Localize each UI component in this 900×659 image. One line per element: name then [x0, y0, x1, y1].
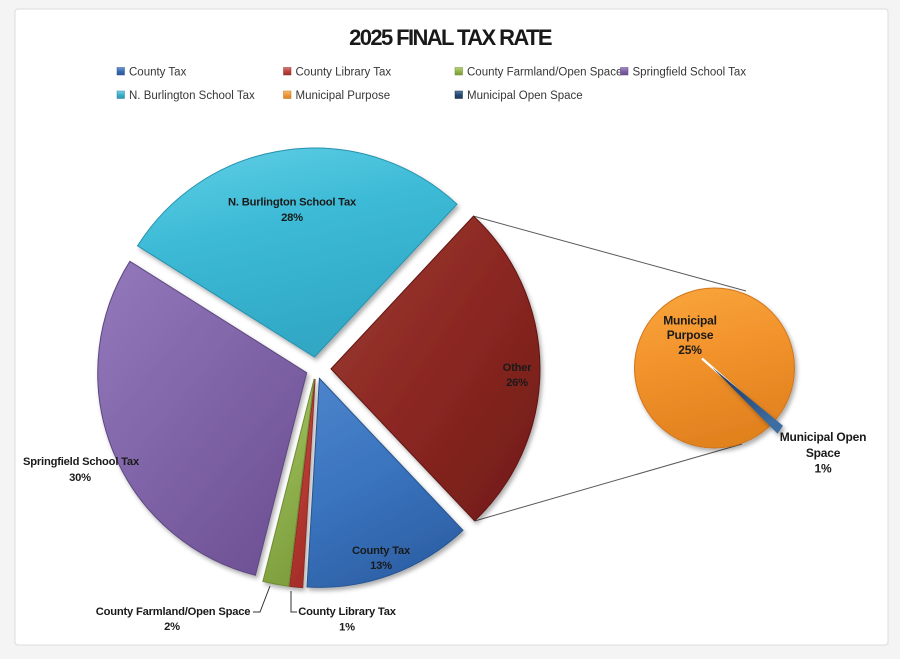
svg-text:1%: 1%: [815, 462, 832, 476]
svg-text:Purpose: Purpose: [667, 328, 714, 342]
svg-text:1%: 1%: [339, 622, 355, 634]
svg-text:Space: Space: [806, 446, 841, 460]
svg-text:N. Burlington School Tax: N. Burlington School Tax: [129, 90, 255, 102]
svg-text:N. Burlington School Tax: N. Burlington School Tax: [228, 197, 357, 209]
svg-text:County Tax: County Tax: [352, 545, 411, 557]
svg-text:Springfield School Tax: Springfield School Tax: [633, 67, 747, 79]
svg-text:County Library Tax: County Library Tax: [298, 606, 396, 618]
svg-text:Municipal Open: Municipal Open: [780, 430, 867, 444]
svg-text:County Farmland/Open Space: County Farmland/Open Space: [467, 67, 622, 79]
svg-text:26%: 26%: [506, 377, 528, 389]
svg-text:Municipal: Municipal: [663, 314, 717, 328]
svg-text:2%: 2%: [164, 621, 180, 633]
svg-text:25%: 25%: [678, 343, 702, 357]
svg-text:Springfield School Tax: Springfield School Tax: [23, 456, 140, 468]
svg-text:County Tax: County Tax: [129, 67, 187, 79]
svg-text:Municipal Purpose: Municipal Purpose: [296, 90, 391, 102]
svg-text:30%: 30%: [69, 472, 91, 484]
svg-text:Other: Other: [503, 362, 533, 374]
svg-text:County Library Tax: County Library Tax: [296, 67, 392, 79]
svg-text:28%: 28%: [281, 212, 303, 224]
svg-text:13%: 13%: [370, 560, 392, 572]
svg-text:Municipal Open Space: Municipal Open Space: [467, 90, 583, 102]
svg-text:County Farmland/Open Space: County Farmland/Open Space: [96, 606, 251, 618]
svg-text:2025 FINAL TAX RATE: 2025 FINAL TAX RATE: [349, 25, 552, 50]
